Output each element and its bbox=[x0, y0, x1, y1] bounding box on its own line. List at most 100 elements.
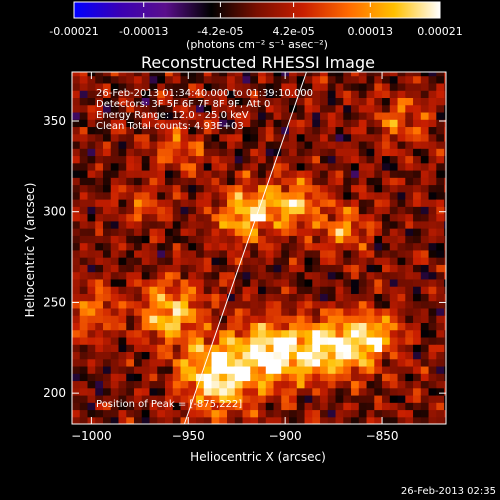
heatmap-cell bbox=[389, 293, 399, 302]
heatmap-cell bbox=[428, 169, 437, 178]
heatmap-cell bbox=[234, 416, 244, 424]
x-tick-label: −1000 bbox=[71, 429, 112, 443]
heatmap-cell bbox=[289, 351, 298, 360]
heatmap-cell bbox=[87, 191, 96, 200]
heatmap-cell bbox=[273, 264, 282, 273]
heatmap-cell bbox=[110, 264, 120, 273]
heatmap-cell bbox=[428, 336, 437, 345]
heatmap-cell bbox=[126, 365, 135, 374]
heatmap-cell bbox=[265, 322, 275, 331]
heatmap-cell bbox=[420, 177, 430, 186]
heatmap-cell bbox=[343, 199, 352, 207]
heatmap-cell bbox=[219, 402, 228, 411]
heatmap-cell bbox=[196, 249, 205, 258]
heatmap-cell bbox=[250, 257, 259, 265]
heatmap-cell bbox=[79, 75, 89, 84]
heatmap-cell bbox=[134, 97, 143, 106]
heatmap-cell bbox=[134, 329, 143, 338]
heatmap-cell bbox=[242, 416, 251, 424]
heatmap-cell bbox=[413, 286, 422, 294]
heatmap-cell bbox=[126, 220, 135, 229]
heatmap-cell bbox=[79, 133, 89, 142]
heatmap-cell bbox=[87, 119, 96, 128]
heatmap-cell bbox=[420, 104, 430, 113]
heatmap-cell bbox=[79, 373, 89, 382]
heatmap-cell bbox=[265, 307, 275, 316]
heatmap-cell bbox=[343, 286, 352, 294]
heatmap-cell bbox=[413, 300, 422, 309]
heatmap-cell bbox=[335, 293, 344, 302]
heatmap-cell bbox=[351, 90, 360, 98]
heatmap-cell bbox=[110, 199, 120, 207]
heatmap-cell bbox=[389, 336, 399, 345]
heatmap-cell bbox=[79, 409, 89, 418]
heatmap-cell bbox=[227, 104, 236, 113]
heatmap-cell bbox=[79, 228, 89, 236]
colorbar-ticks: -0.00021 -0.00013 -4.2e-05 4.2e-05 0.00013 0.… bbox=[49, 2, 463, 38]
heatmap-cell bbox=[320, 162, 329, 171]
heatmap-cell bbox=[118, 394, 127, 403]
heatmap-cell bbox=[428, 278, 437, 287]
heatmap-cell bbox=[188, 82, 197, 91]
heatmap-cell bbox=[366, 82, 375, 91]
heatmap-cell bbox=[134, 351, 143, 360]
heatmap-cell bbox=[103, 278, 112, 287]
heatmap-cell bbox=[134, 220, 143, 229]
heatmap-cell bbox=[351, 344, 360, 353]
heatmap-cell bbox=[203, 307, 213, 316]
heatmap-cell bbox=[250, 336, 259, 345]
heatmap-cell bbox=[141, 300, 151, 309]
heatmap-cell bbox=[219, 155, 228, 164]
heatmap-cell bbox=[157, 293, 166, 302]
heatmap-cell bbox=[397, 213, 406, 222]
heatmap-cell bbox=[413, 387, 422, 396]
heatmap-cell bbox=[413, 257, 422, 265]
heatmap-cell bbox=[413, 104, 422, 113]
heatmap-cell bbox=[428, 140, 437, 149]
heatmap-cell bbox=[180, 293, 189, 302]
heatmap-cell bbox=[242, 365, 251, 374]
heatmap-cell bbox=[296, 220, 306, 229]
heatmap-cell bbox=[79, 199, 89, 207]
heatmap-cell bbox=[258, 228, 267, 236]
heatmap-cell bbox=[428, 220, 437, 229]
heatmap-cell bbox=[374, 213, 383, 222]
heatmap-cell bbox=[188, 191, 197, 200]
heatmap-cell bbox=[203, 358, 213, 367]
heatmap-cell bbox=[211, 177, 220, 186]
heatmap-cell bbox=[327, 387, 337, 396]
heatmap-cell bbox=[188, 307, 197, 316]
heatmap-cell bbox=[351, 133, 360, 142]
heatmap-cell bbox=[358, 235, 368, 244]
heatmap-cell bbox=[436, 82, 445, 91]
heatmap-cell bbox=[289, 365, 298, 374]
heatmap-cell bbox=[436, 264, 445, 273]
heatmap-cell bbox=[95, 409, 104, 418]
heatmap-cell bbox=[172, 242, 182, 251]
heatmap-cell bbox=[397, 169, 406, 178]
heatmap-cell bbox=[196, 220, 205, 229]
annotation-energy: Energy Range: 12.0 - 25.0 keV bbox=[96, 110, 249, 121]
heatmap-cell bbox=[227, 329, 236, 338]
heatmap-cell bbox=[358, 293, 368, 302]
heatmap-cell bbox=[72, 228, 81, 236]
heatmap-cell bbox=[320, 394, 329, 403]
heatmap-cell bbox=[265, 126, 275, 135]
heatmap-cell bbox=[320, 148, 329, 157]
heatmap-cell bbox=[165, 184, 174, 193]
heatmap-cell bbox=[126, 90, 135, 98]
heatmap-cell bbox=[250, 329, 259, 338]
heatmap-cell bbox=[165, 365, 174, 374]
heatmap-cell bbox=[95, 242, 104, 251]
heatmap-cell bbox=[304, 191, 313, 200]
heatmap-cell bbox=[79, 329, 89, 338]
heatmap-cell bbox=[436, 249, 445, 258]
heatmap-cell bbox=[273, 293, 282, 302]
heatmap-cell bbox=[428, 206, 437, 215]
heatmap-cell bbox=[211, 293, 220, 302]
heatmap-cell bbox=[149, 373, 158, 382]
heatmap-cell bbox=[335, 148, 344, 157]
heatmap-cell bbox=[382, 140, 391, 149]
heatmap-cell bbox=[335, 315, 344, 323]
heatmap-cell bbox=[258, 257, 267, 265]
